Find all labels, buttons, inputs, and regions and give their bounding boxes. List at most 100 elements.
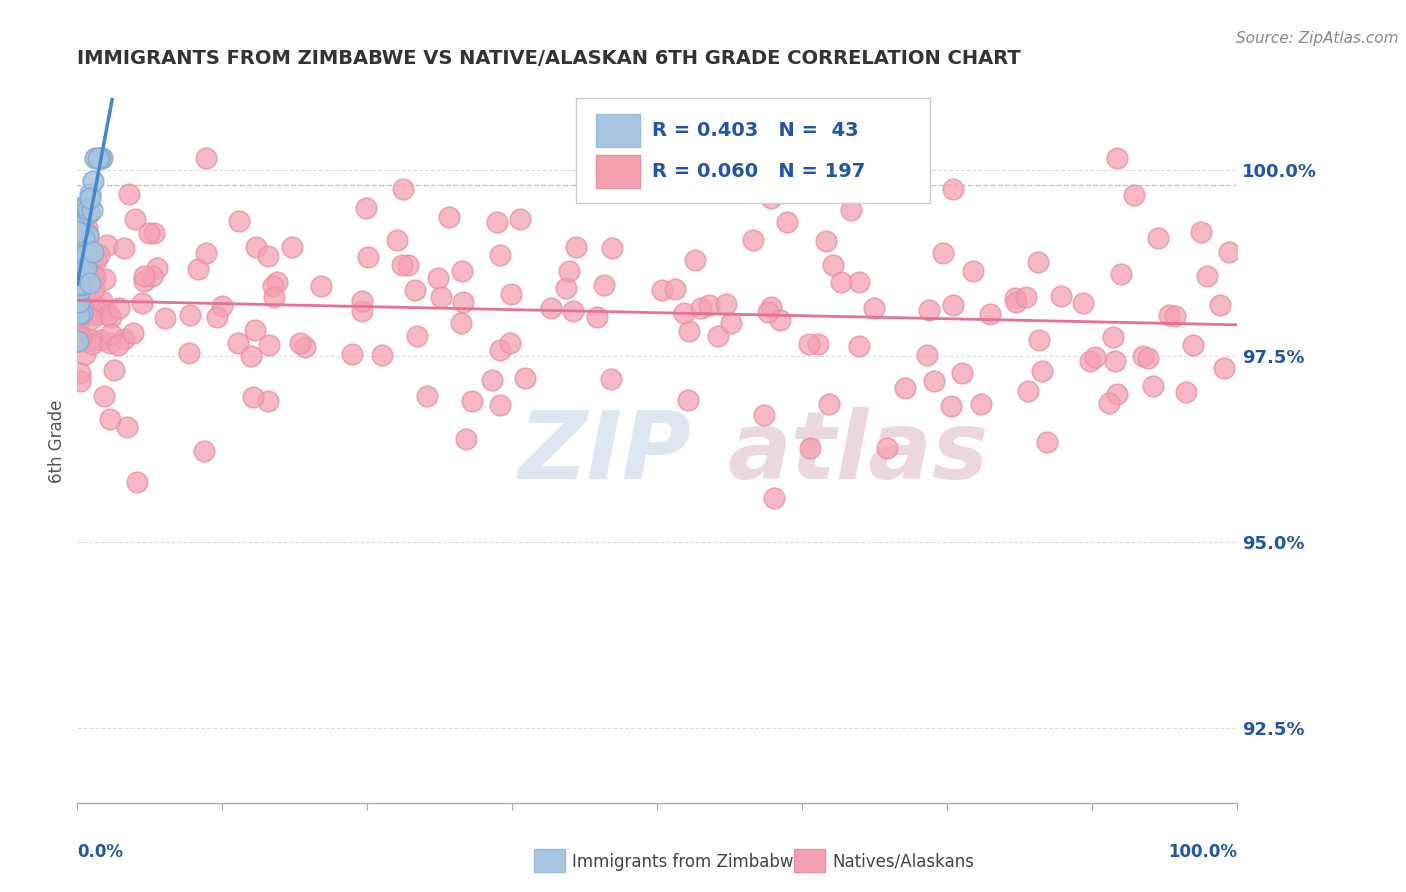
Point	[96, 238, 118, 252]
Point	[862, 301, 884, 315]
Point	[498, 336, 520, 351]
Point	[205, 310, 228, 325]
Point	[77, 227, 100, 242]
Point	[354, 201, 377, 215]
Point	[942, 298, 965, 312]
Point	[257, 393, 280, 408]
Point	[66, 289, 89, 303]
Point	[485, 214, 508, 228]
Point	[91, 152, 114, 166]
Point	[115, 420, 138, 434]
Point	[1071, 296, 1094, 310]
Point	[97, 308, 120, 322]
Point	[759, 300, 782, 314]
Point	[450, 263, 472, 277]
Point	[799, 442, 821, 456]
Point	[1142, 379, 1164, 393]
Point	[76, 254, 98, 268]
Point	[385, 233, 408, 247]
Point	[75, 200, 97, 214]
Point	[70, 282, 93, 296]
Point	[80, 333, 103, 347]
Point	[769, 312, 792, 326]
Point	[193, 444, 215, 458]
Point	[489, 248, 512, 262]
Point	[720, 316, 742, 330]
Point	[127, 475, 149, 489]
Point	[602, 241, 624, 255]
Point	[562, 303, 585, 318]
Point	[72, 238, 94, 252]
Point	[179, 308, 201, 322]
Point	[1132, 349, 1154, 363]
Text: Immigrants from Zimbabwe: Immigrants from Zimbabwe	[572, 853, 804, 871]
Point	[82, 337, 104, 351]
Point	[416, 389, 439, 403]
Point	[823, 258, 845, 272]
Point	[112, 332, 135, 346]
Point	[917, 348, 939, 362]
Point	[67, 261, 90, 276]
Point	[606, 171, 628, 186]
Point	[69, 366, 91, 380]
Point	[84, 253, 107, 268]
Point	[1181, 338, 1204, 352]
Point	[513, 371, 536, 385]
Point	[288, 336, 311, 351]
Point	[565, 240, 588, 254]
Point	[356, 250, 378, 264]
Text: atlas: atlas	[727, 407, 988, 499]
Point	[1164, 309, 1187, 323]
Point	[245, 322, 267, 336]
Point	[776, 215, 799, 229]
FancyBboxPatch shape	[576, 98, 929, 203]
Point	[706, 329, 728, 343]
Point	[69, 268, 91, 282]
Point	[82, 203, 104, 218]
Point	[501, 287, 523, 301]
Point	[1049, 289, 1071, 303]
Point	[179, 346, 201, 360]
Point	[131, 296, 153, 310]
Point	[797, 337, 820, 351]
Point	[73, 232, 96, 246]
Point	[67, 244, 90, 259]
Point	[676, 393, 699, 408]
Point	[1209, 298, 1232, 312]
Point	[69, 250, 91, 264]
Point	[70, 211, 93, 226]
Point	[263, 290, 285, 304]
Point	[66, 269, 89, 284]
Point	[689, 301, 711, 315]
Point	[98, 335, 121, 350]
Point	[112, 241, 135, 255]
Point	[79, 311, 101, 326]
Point	[451, 295, 474, 310]
Point	[1004, 295, 1026, 310]
Point	[651, 283, 673, 297]
Point	[69, 269, 91, 284]
Point	[94, 272, 117, 286]
Point	[683, 253, 706, 268]
Point	[352, 293, 374, 308]
Point	[89, 152, 111, 166]
Point	[194, 245, 217, 260]
Point	[392, 182, 415, 196]
Point	[195, 152, 218, 166]
Point	[1136, 351, 1159, 366]
Point	[67, 281, 90, 295]
Point	[75, 247, 97, 261]
Point	[67, 225, 90, 239]
Point	[98, 411, 121, 425]
Point	[1146, 231, 1168, 245]
Point	[350, 304, 373, 318]
Y-axis label: 6th Grade: 6th Grade	[48, 400, 66, 483]
Point	[138, 226, 160, 240]
Point	[1102, 330, 1125, 344]
Point	[742, 233, 765, 247]
Point	[262, 279, 284, 293]
Point	[540, 301, 562, 315]
Point	[489, 343, 512, 358]
Point	[1111, 267, 1133, 281]
Point	[894, 381, 917, 395]
